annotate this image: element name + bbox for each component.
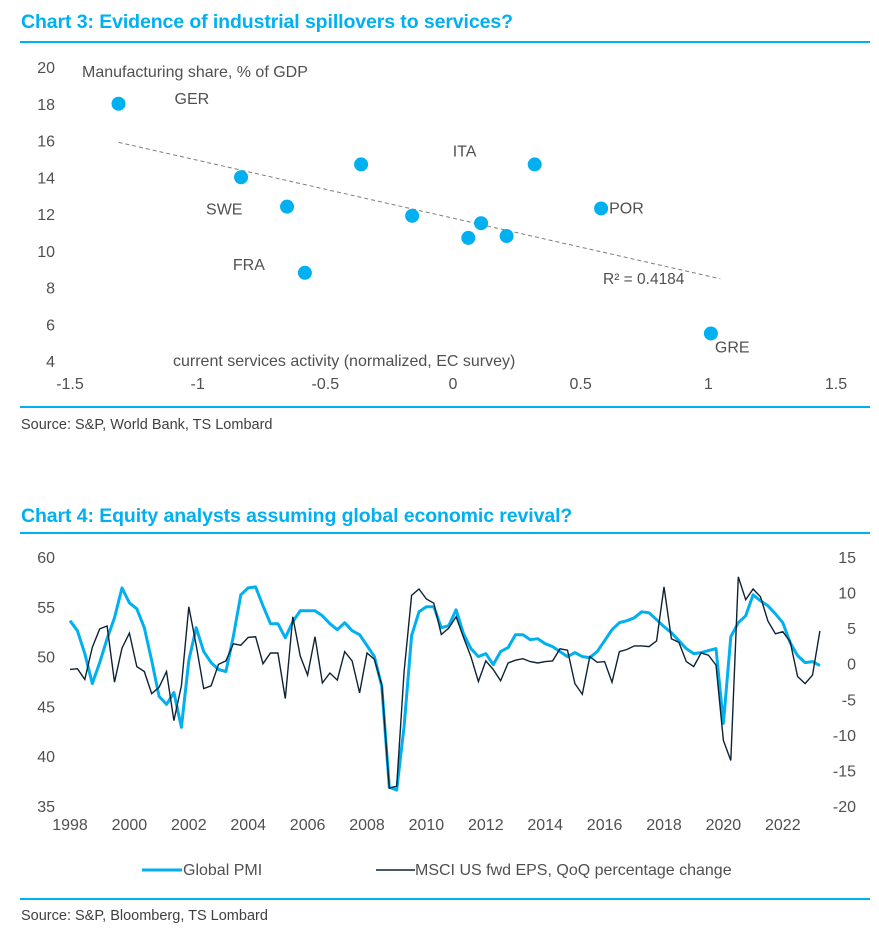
x-tick-label: 0 [449,376,458,393]
chart-3-scatter-plot: 20 18 16 14 12 10 8 6 4 -1.5 -1 -0.5 0 0.5 1 1.5 Manuf… [37,60,847,393]
x-axis-ticks: -1.5 -1 -0.5 0 0.5 1 1.5 [56,376,847,393]
right-y-tick-label: 10 [838,586,856,603]
scatter-point [474,216,489,231]
x-tick-label: 1.5 [825,376,847,393]
r-squared-label: R² = 0.4184 [603,271,685,288]
point-label-por: POR [609,200,644,217]
right-y-tick-label: 5 [847,621,856,638]
right-y-tick-label: 15 [838,550,856,567]
scatter-point-gre [703,326,718,341]
point-label-swe: SWE [206,202,242,219]
left-y-tick-label: 35 [37,799,55,816]
x-tick-label: 2006 [290,817,326,834]
scatter-points: GER SWE FRA ITA POR GRE [111,91,750,356]
scatter-point [354,157,369,172]
point-label-fra: FRA [233,257,265,274]
right-y-tick-label: -5 [842,692,856,709]
x-tick-label: 2022 [765,817,801,834]
chart-3-bottom-rule [20,406,870,408]
left-y-tick-label: 40 [37,749,55,766]
scatter-point-ita [527,157,542,172]
chart-4-bottom-rule [20,898,870,900]
y-tick-label: 16 [37,134,55,151]
trendline [118,141,721,280]
right-y-tick-label: -10 [833,728,856,745]
chart-3-title: Chart 3: Evidence of industrial spillove… [21,11,513,33]
chart-4-source: Source: S&P, Bloomberg, TS Lombard [21,908,268,924]
scatter-point-por [594,201,609,216]
y-tick-label: 20 [37,60,55,77]
scatter-point-ger [111,96,126,111]
x-tick-label: 2004 [230,817,266,834]
legend-label-msci-us-fwd-eps: MSCI US fwd EPS, QoQ percentage change [415,862,732,879]
right-y-tick-label: 0 [847,657,856,674]
left-y-tick-label: 50 [37,650,55,667]
x-tick-label: -0.5 [312,376,340,393]
x-tick-label: 2008 [349,817,385,834]
y-tick-label: 8 [46,281,55,298]
x-tick-label: 2002 [171,817,207,834]
legend: Global PMI MSCI US fwd EPS, QoQ percenta… [142,862,732,879]
y-tick-label: 14 [37,170,55,187]
x-tick-label: 2012 [468,817,504,834]
series-line-global-pmi [68,585,821,792]
point-label-ita: ITA [453,143,477,160]
scatter-point [234,170,249,185]
scatter-point-fra [297,265,312,280]
chart-4-title: Chart 4: Equity analysts assuming global… [21,505,573,527]
chart-3-source: Source: S&P, World Bank, TS Lombard [21,417,273,433]
y-tick-label: 10 [37,244,55,261]
x-tick-label: 2020 [706,817,742,834]
scatter-point-swe [280,199,295,214]
series-line-msci-us-fwd-eps [69,576,821,790]
chart-3-top-rule [20,41,870,43]
y-tick-label: 12 [37,207,55,224]
scatter-point [405,208,420,223]
scatter-point [499,229,514,244]
x-tick-label: 2000 [112,817,148,834]
left-y-tick-label: 60 [37,550,55,567]
left-y-tick-label: 55 [37,600,55,617]
y-axis-label: Manufacturing share, % of GDP [82,64,308,81]
point-label-gre: GRE [715,339,750,356]
y-tick-label: 18 [37,97,55,114]
right-y-axis-ticks: 15 10 5 0 -5 -10 -15 -20 [833,550,856,816]
point-label-ger: GER [175,91,210,108]
legend-label-global-pmi: Global PMI [183,862,262,879]
y-axis-ticks: 20 18 16 14 12 10 8 6 4 [37,60,55,371]
x-tick-label: 2014 [527,817,563,834]
y-tick-label: 4 [46,354,55,371]
x-axis-label: current services activity (normalized, E… [173,353,515,370]
x-tick-label: 1998 [52,817,88,834]
y-tick-label: 6 [46,317,55,334]
left-y-axis-ticks: 60 55 50 45 40 35 [37,550,55,816]
x-tick-label: 1 [704,376,713,393]
left-y-tick-label: 45 [37,699,55,716]
x-tick-label: 0.5 [570,376,592,393]
x-axis-ticks: 1998 2000 2002 2004 2006 2008 2010 2012 2014 2016… [52,817,800,834]
right-y-tick-label: -20 [833,799,856,816]
chart-4-top-rule [20,532,870,534]
x-tick-label: 2010 [409,817,445,834]
x-tick-label: 2016 [587,817,623,834]
right-y-tick-label: -15 [833,763,856,780]
x-tick-label: -1.5 [56,376,84,393]
scatter-point [461,230,476,245]
x-tick-label: -1 [191,376,205,393]
x-tick-label: 2018 [646,817,682,834]
